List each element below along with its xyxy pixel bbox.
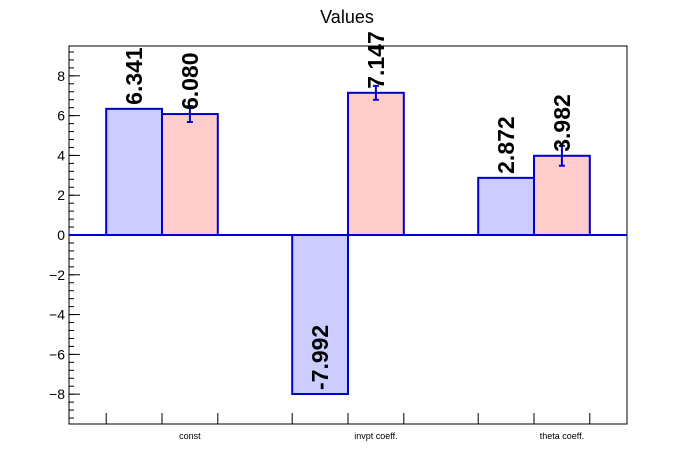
y-tick-label: 0: [57, 227, 65, 243]
y-tick-label: −2: [49, 267, 65, 283]
y-axis: −8 −6 −4 −2 0 2 4 6 8: [49, 51, 80, 419]
bars: [69, 84, 627, 395]
data-label: 2.872: [493, 116, 519, 174]
y-tick-label: 6: [57, 108, 65, 124]
y-tick-label: −6: [49, 346, 65, 362]
category-label: invpt coeff.: [354, 431, 397, 441]
data-label: -7.992: [307, 325, 333, 390]
data-labels: 6.341 -7.992 2.872 6.080 7.147 3.982: [121, 31, 575, 390]
bar-1-2: [533, 154, 591, 236]
y-tick-label: 4: [57, 147, 65, 163]
category-label: theta coeff.: [540, 431, 584, 441]
data-label: 7.147: [363, 31, 389, 89]
y-tick-label: −8: [49, 386, 65, 402]
y-tick-label: −4: [49, 307, 65, 323]
chart-title: Values: [320, 7, 374, 27]
category-label: const: [179, 431, 201, 441]
data-label: 6.080: [177, 52, 203, 110]
data-label: 6.341: [121, 47, 147, 105]
y-tick-label: 8: [57, 68, 65, 84]
data-label: 3.982: [549, 94, 575, 152]
x-axis: const invpt coeff. theta coeff.: [105, 413, 591, 441]
bar-1-1: [347, 91, 405, 236]
bar-0-0: [105, 107, 163, 236]
bar-1-0: [161, 113, 219, 236]
y-tick-label: 2: [57, 187, 65, 203]
bar-0-1: [291, 234, 350, 395]
bar-0-2: [477, 176, 536, 237]
